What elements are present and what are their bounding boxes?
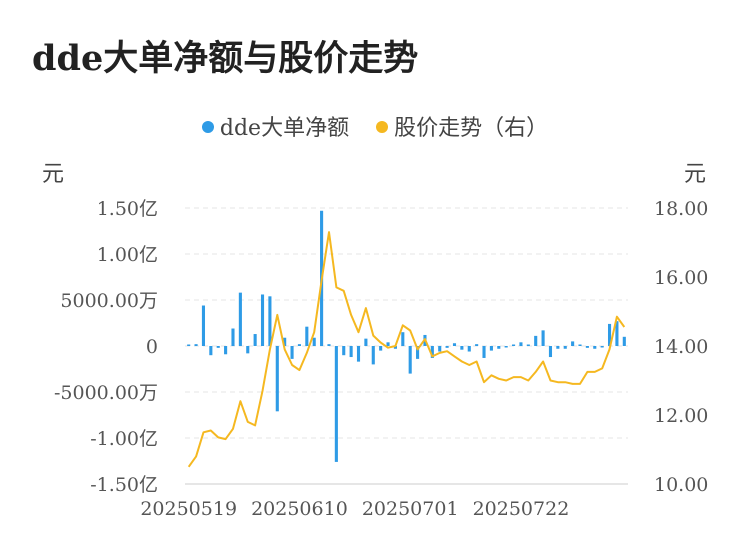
dde-bar <box>622 336 626 346</box>
right-tick-label: 10.00 <box>654 474 708 496</box>
dde-bar <box>563 346 567 349</box>
dde-bar <box>231 328 235 346</box>
legend-item-dde[interactable]: dde大单净额 <box>201 110 350 142</box>
dde-bar <box>497 346 501 349</box>
dde-bar <box>393 346 397 349</box>
left-tick-label: -1.50亿 <box>90 474 158 496</box>
dde-bar <box>526 344 530 346</box>
dde-bar <box>386 342 390 346</box>
legend-dot-price <box>376 121 389 133</box>
dde-bar <box>445 346 449 348</box>
price-line <box>187 231 626 468</box>
right-tick-label: 16.00 <box>654 267 708 289</box>
right-tick-label: 18.00 <box>654 198 708 220</box>
price-line-group <box>187 231 626 468</box>
left-axis-unit: 元 <box>42 162 65 187</box>
left-tick-label: -1.00亿 <box>90 428 158 450</box>
dde-bar <box>534 335 538 346</box>
dde-bar <box>342 346 346 356</box>
dde-bar <box>467 346 471 352</box>
left-tick-label: 1.00亿 <box>97 244 158 266</box>
dde-bar <box>452 343 457 346</box>
dde-bar <box>607 323 612 346</box>
dde-bar <box>430 346 434 358</box>
dde-bar <box>571 341 575 346</box>
dde-bar <box>416 346 420 359</box>
dde-bar <box>356 346 361 362</box>
x-axis: 20250519 20250610 20250701 20250722 <box>140 483 628 520</box>
dde-bar <box>512 344 516 346</box>
x-tick-label: 20250610 <box>251 498 348 520</box>
dde-bar <box>371 346 375 365</box>
dde-bar <box>556 346 560 349</box>
dde-bar <box>224 346 228 355</box>
dde-bar <box>401 332 405 346</box>
grid-lines <box>185 207 628 485</box>
x-tick-label: 20250519 <box>140 498 237 520</box>
dde-bar <box>349 346 353 358</box>
dde-bar <box>327 344 331 346</box>
dde-bar <box>475 344 479 346</box>
dde-bar <box>489 346 493 351</box>
dde-bar <box>312 337 316 346</box>
dde-bar <box>253 334 257 346</box>
left-tick-label: 1.50亿 <box>97 198 158 220</box>
legend-item-price[interactable]: 股价走势（右） <box>376 110 548 142</box>
dde-bar <box>246 346 250 354</box>
legend: dde大单净额 股价走势（右） <box>0 110 750 142</box>
dde-bar <box>379 346 383 351</box>
dde-bar <box>364 338 368 346</box>
dde-bar <box>297 344 301 346</box>
dde-bar <box>260 294 265 346</box>
dde-bar <box>209 346 213 356</box>
dde-bar <box>290 346 294 359</box>
left-tick-label: -5000.00万 <box>54 382 158 404</box>
dde-bar <box>578 344 582 346</box>
left-tick-label: 5000.00万 <box>60 290 158 312</box>
x-tick-label: 20250722 <box>473 498 570 520</box>
dde-bar <box>275 346 279 412</box>
dde-bar <box>482 346 486 358</box>
dde-bar <box>519 342 523 346</box>
dde-bar <box>600 346 604 348</box>
chart-title: dde大单净额与股价走势 <box>32 38 419 79</box>
dde-bar <box>585 346 589 348</box>
left-axis: 1.50亿 1.00亿 5000.00万 0 -5000.00万 -1.00亿 -1.50亿 <box>54 198 158 496</box>
right-tick-label: 14.00 <box>654 336 708 358</box>
dde-bar <box>283 337 287 346</box>
dde-bar <box>504 346 508 348</box>
dde-bar <box>305 326 309 346</box>
dde-bar <box>541 330 545 346</box>
dde-bar <box>194 344 198 346</box>
left-tick-label: 0 <box>146 336 158 358</box>
legend-label-price: 股价走势（右） <box>394 116 549 141</box>
right-tick-label: 12.00 <box>654 405 708 427</box>
right-axis-unit: 元 <box>684 162 707 187</box>
dde-bar <box>187 344 191 346</box>
dde-bar <box>201 305 206 346</box>
dde-bar <box>615 321 619 346</box>
x-tick-label: 20250701 <box>362 498 459 520</box>
legend-label-dde: dde大单净额 <box>219 116 350 141</box>
dde-bar <box>334 346 338 462</box>
dde-bar <box>593 346 597 349</box>
dde-bar <box>408 346 412 374</box>
dde-bar <box>238 292 242 346</box>
dde-bar <box>268 296 272 346</box>
right-axis: 18.00 16.00 14.00 12.00 10.00 <box>654 198 708 496</box>
dde-bar <box>216 346 220 348</box>
dde-bar <box>438 346 442 352</box>
legend-dot-dde <box>201 121 214 133</box>
dde-bar <box>460 346 464 350</box>
dde-bar <box>548 346 553 358</box>
